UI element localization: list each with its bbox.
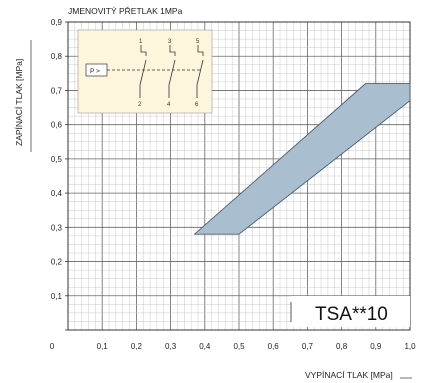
model-label: TSA**10 [315,304,388,325]
y-tick-label: 0,8 [51,52,63,61]
terminal-top-label: 3 [168,39,172,45]
terminal-top-label: 1 [139,39,143,45]
x-tick-label: 0,3 [165,342,177,351]
model-label-background [291,296,410,327]
x-tick-label: 0,6 [268,342,280,351]
x-tick-label: 0,4 [199,342,211,351]
y-tick-label: 0,2 [51,258,63,267]
actuator-label: P > [90,68,100,75]
x-tick-label: 0,1 [97,342,109,351]
x-tick-label: 0 [50,342,55,351]
y-tick-label: 0,9 [51,18,63,27]
model-label-box: TSA**10 [290,296,410,327]
wiring-inset: P > 1 2 3 4 5 6 [77,29,213,114]
y-tick-label: 0,3 [51,223,63,232]
y-tick-label: 0,7 [51,86,63,95]
y-tick-label: 0,6 [51,121,63,130]
terminal-bottom-label: 2 [138,102,142,108]
terminal-bottom-label: 4 [167,102,171,108]
x-tick-label: 0,2 [131,342,143,351]
chart-axes [65,21,411,331]
y-tick-label: 0,4 [51,189,63,198]
x-tick-label: 1,0 [404,342,416,351]
x-tick-label: 0,7 [302,342,314,351]
chart-title: JMENOVITÝ PŘETLAK 1MPa [68,6,183,16]
chart-tick-labels: 0,1 0,2 0,3 0,4 0,5 0,6 0,7 0,8 0,9 0 0,1 0,2 0,3 0,4… [50,18,416,351]
contact-upper-lead [169,45,176,56]
plot-frame [67,21,411,331]
contact-blade [168,59,176,86]
contact-upper-lead [140,45,147,56]
x-tick-label: 0,8 [336,342,348,351]
contact-blade [196,59,204,86]
x-axis-label: VYPÍNACÍ TLAK [MPa] [305,370,393,380]
terminal-bottom-label: 6 [195,102,199,108]
contact-blade [139,59,147,86]
y-tick-label: 0,1 [51,292,63,301]
x-tick-label: 0,9 [370,342,382,351]
x-tick-label: 0,5 [233,342,245,351]
chart-series [193,83,411,235]
y-tick-label: 0,5 [51,155,63,164]
switching-pressure-band [193,83,411,235]
terminal-top-label: 5 [196,39,200,45]
contact-upper-lead [197,45,204,56]
y-axis-label: ZAPÍNACÍ TLAK [MPa] [14,59,24,146]
